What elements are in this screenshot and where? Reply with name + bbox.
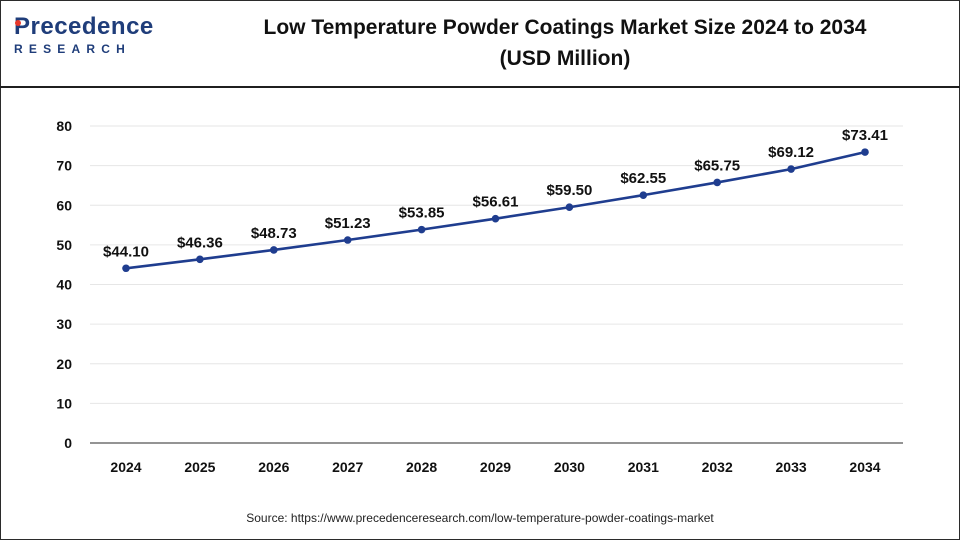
data-label: $65.75 bbox=[694, 157, 740, 174]
chart-title-line-2: (USD Million) bbox=[499, 47, 631, 70]
data-label: $46.36 bbox=[177, 234, 223, 251]
x-tick-label: 2024 bbox=[110, 459, 141, 475]
y-tick-label: 50 bbox=[56, 237, 72, 253]
data-label: $62.55 bbox=[620, 170, 666, 187]
data-point bbox=[343, 236, 352, 244]
data-label: $48.73 bbox=[251, 225, 297, 242]
x-tick-label: 2034 bbox=[849, 459, 880, 475]
chart-title: Low Temperature Powder Coatings Market S… bbox=[190, 12, 940, 74]
data-label: $73.41 bbox=[842, 127, 888, 144]
data-point bbox=[713, 178, 721, 187]
x-tick-label: 2027 bbox=[332, 459, 363, 475]
logo-subtitle: RESEARCH bbox=[14, 42, 131, 56]
logo-p-mark: P bbox=[14, 13, 31, 40]
x-tick-label: 2028 bbox=[406, 459, 437, 475]
x-tick-label: 2032 bbox=[702, 459, 733, 475]
data-point bbox=[491, 214, 500, 223]
y-tick-label: 80 bbox=[56, 118, 72, 134]
data-point bbox=[861, 148, 869, 156]
data-label: $56.61 bbox=[473, 194, 519, 211]
x-tick-label: 2029 bbox=[480, 459, 511, 475]
data-point bbox=[417, 225, 426, 234]
data-point bbox=[270, 246, 278, 254]
y-tick-label: 40 bbox=[56, 277, 72, 293]
data-label: $53.85 bbox=[399, 205, 445, 222]
data-point bbox=[565, 203, 574, 212]
logo-dot-icon bbox=[15, 20, 21, 26]
data-label: $59.50 bbox=[546, 182, 592, 199]
data-point bbox=[196, 255, 204, 264]
data-point bbox=[787, 165, 795, 173]
x-tick-label: 2025 bbox=[184, 459, 215, 475]
data-label: $44.10 bbox=[103, 243, 149, 260]
data-label: $69.12 bbox=[768, 144, 814, 161]
data-label: $51.23 bbox=[325, 215, 371, 232]
data-point bbox=[639, 191, 648, 199]
x-tick-label: 2033 bbox=[776, 459, 807, 475]
source-note: Source: https://www.precedenceresearch.c… bbox=[246, 511, 714, 525]
y-tick-label: 20 bbox=[56, 356, 72, 372]
y-tick-label: 60 bbox=[56, 197, 72, 213]
chart-title-line-1: Low Temperature Powder Coatings Market S… bbox=[263, 16, 867, 39]
y-tick-label: 0 bbox=[64, 435, 72, 451]
x-tick-label: 2031 bbox=[628, 459, 659, 475]
y-tick-label: 10 bbox=[56, 395, 72, 411]
x-tick-label: 2026 bbox=[258, 459, 289, 475]
y-tick-label: 70 bbox=[56, 158, 72, 174]
x-tick-label: 2030 bbox=[554, 459, 585, 475]
data-point bbox=[122, 264, 130, 273]
y-tick-label: 30 bbox=[56, 316, 72, 332]
